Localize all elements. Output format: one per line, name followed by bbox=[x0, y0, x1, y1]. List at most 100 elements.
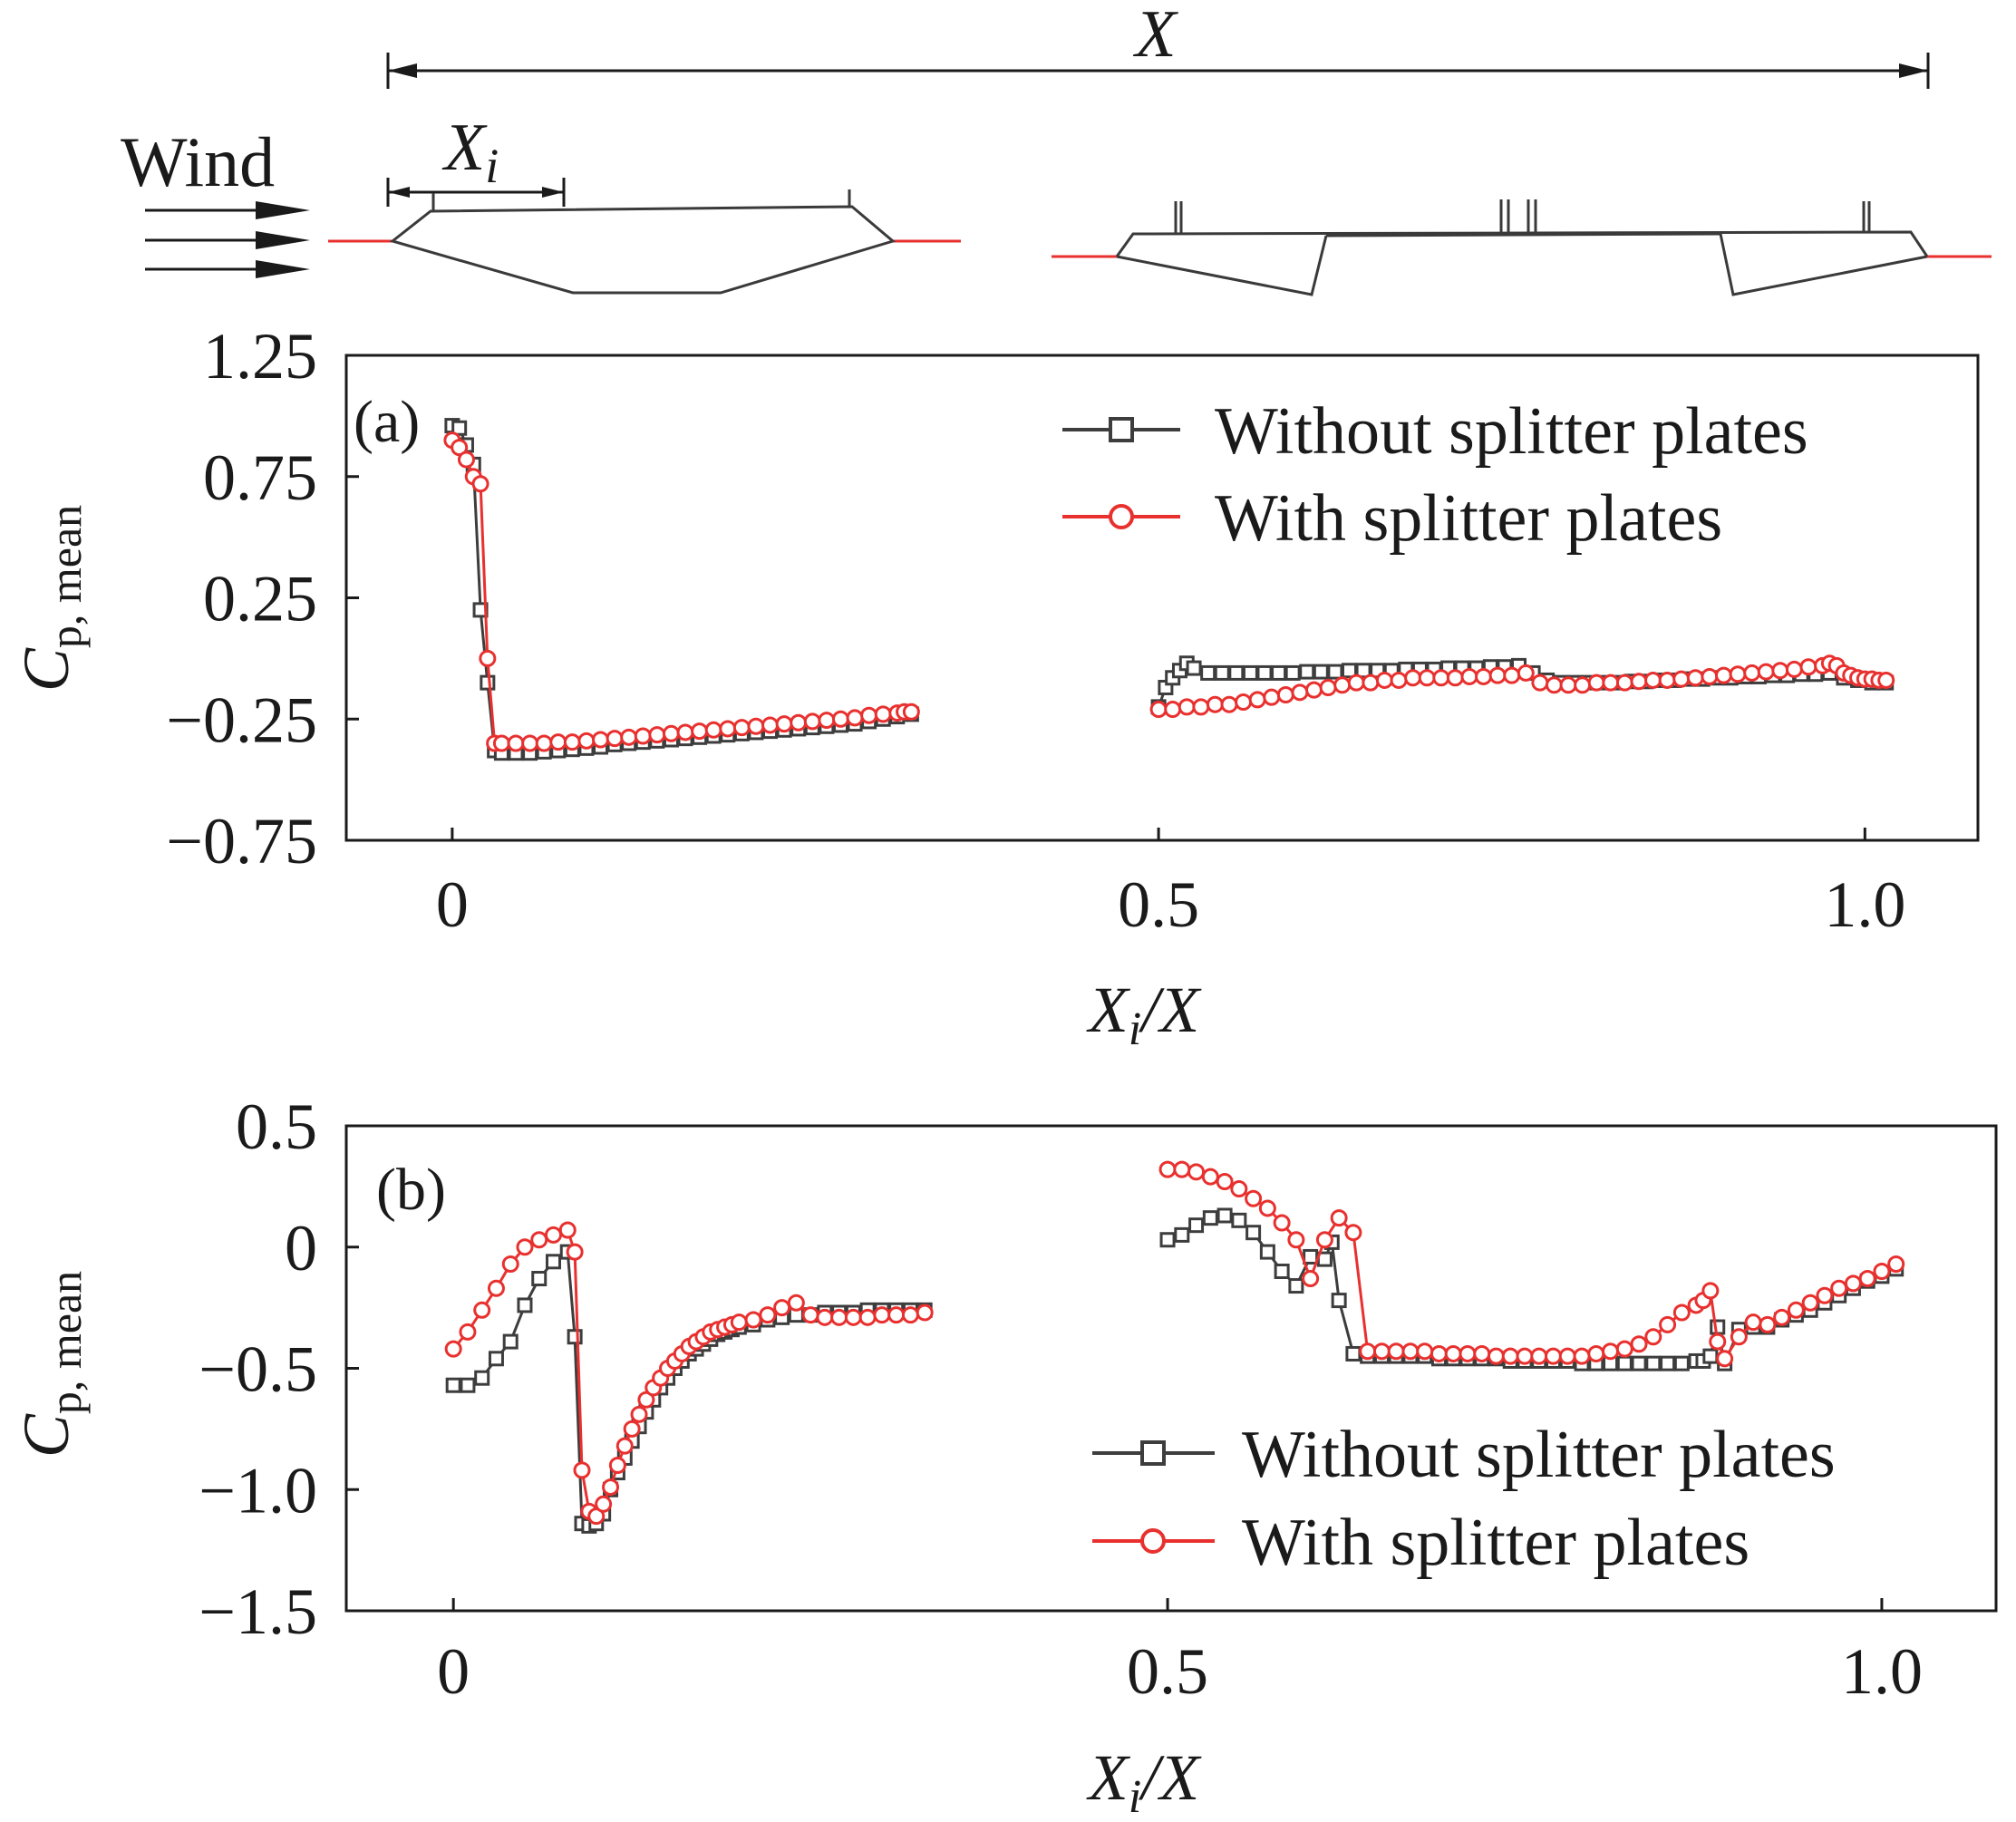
data-point-with bbox=[1574, 676, 1592, 694]
y-tick-label: −0.25 bbox=[166, 683, 317, 756]
legend-backdrop-b bbox=[1079, 1410, 1990, 1586]
chart-panel-b: (b) 0.5 0 −0.5 −1.0 −1.5 0 0.5 1.0 Cp, mean Xi… bbox=[10, 1090, 1998, 1822]
data-point-without bbox=[1710, 1319, 1726, 1335]
data-point-with bbox=[773, 1299, 791, 1317]
data-point-with bbox=[1531, 674, 1549, 692]
data-point-with bbox=[1488, 666, 1507, 684]
data-point-with bbox=[623, 1420, 641, 1438]
data-point-without bbox=[1341, 663, 1357, 679]
data-point-with bbox=[1545, 676, 1563, 694]
data-point-with bbox=[1432, 669, 1450, 687]
data-point-with bbox=[592, 731, 610, 749]
data-point-with bbox=[1416, 1342, 1434, 1361]
x-axis-label-a: Xi/X bbox=[1086, 974, 1202, 1055]
data-point-with bbox=[1644, 671, 1662, 689]
y-label-main-a: C bbox=[10, 647, 82, 692]
y-tick-label: 0.5 bbox=[236, 1090, 317, 1163]
data-point-with bbox=[595, 1495, 613, 1513]
data-point-without bbox=[1228, 664, 1245, 681]
x-label-main-b: X bbox=[1086, 1741, 1131, 1814]
data-point-with bbox=[1658, 671, 1676, 689]
data-point-without bbox=[517, 1297, 533, 1313]
data-point-with bbox=[1602, 674, 1620, 692]
data-point-without bbox=[1284, 664, 1301, 681]
right-deck-box-right bbox=[1719, 233, 1928, 296]
data-point-with bbox=[1816, 1286, 1834, 1304]
data-point-with bbox=[1773, 1308, 1791, 1326]
data-point-with bbox=[630, 1405, 648, 1423]
data-point-with bbox=[457, 451, 475, 469]
y-tick-label: 0.75 bbox=[203, 441, 317, 514]
data-point-without bbox=[1355, 663, 1371, 679]
y-axis-label-a: Cp, mean bbox=[10, 505, 91, 692]
legend-without-b: Without splitter plates bbox=[1092, 1418, 1836, 1492]
data-point-with bbox=[1347, 674, 1365, 692]
data-point-with bbox=[444, 1340, 462, 1358]
data-point-without bbox=[1673, 1355, 1690, 1371]
data-point-without bbox=[567, 1329, 583, 1345]
data-point-with bbox=[1573, 1347, 1591, 1365]
data-point-with bbox=[558, 1221, 577, 1239]
data-point-with bbox=[1230, 1180, 1248, 1198]
wind-arrowhead-3 bbox=[256, 260, 310, 278]
data-point-with bbox=[1644, 1328, 1662, 1346]
data-point-with bbox=[1192, 698, 1210, 716]
data-point-without bbox=[1660, 1355, 1676, 1371]
data-point-with bbox=[1672, 1304, 1691, 1322]
data-point-without bbox=[1616, 1355, 1633, 1371]
data-point-without bbox=[531, 1271, 548, 1287]
data-point-with bbox=[1730, 1328, 1748, 1346]
series-line-without bbox=[451, 424, 912, 755]
data-point-with bbox=[492, 734, 510, 752]
xi-label-sub: i bbox=[485, 139, 499, 193]
data-point-without bbox=[1188, 1217, 1205, 1234]
data-point-with bbox=[1587, 674, 1605, 692]
data-point-with bbox=[1287, 1231, 1305, 1249]
data-point-with bbox=[549, 733, 567, 751]
data-point-without bbox=[451, 420, 468, 436]
data-point-without bbox=[474, 1370, 490, 1386]
data-point-with bbox=[634, 727, 652, 745]
panel-a-tag: (a) bbox=[354, 389, 420, 455]
data-point-with bbox=[1887, 1255, 1905, 1273]
data-point-with bbox=[1630, 673, 1648, 691]
data-point-without bbox=[1200, 664, 1216, 681]
x-label-sub-b: i bbox=[1129, 1771, 1141, 1822]
data-point-without bbox=[1256, 664, 1273, 681]
data-point-with bbox=[846, 709, 864, 727]
data-point-with bbox=[602, 1478, 620, 1497]
data-point-with bbox=[1757, 663, 1775, 681]
data-point-without bbox=[1202, 1210, 1218, 1226]
xi-label: Xi bbox=[441, 111, 499, 193]
legend-marker-with-b bbox=[1140, 1528, 1166, 1554]
data-point-with bbox=[1785, 660, 1803, 678]
series-line-without bbox=[453, 1249, 926, 1527]
y-label-main-b: C bbox=[10, 1413, 82, 1458]
data-point-with bbox=[1201, 1168, 1219, 1186]
legend-b: Without splitter plates With splitter pl… bbox=[1079, 1410, 1990, 1586]
data-point-with bbox=[803, 712, 821, 731]
data-point-with bbox=[1235, 693, 1253, 712]
data-point-with bbox=[1305, 681, 1323, 699]
data-point-without bbox=[1186, 660, 1202, 676]
data-point-with bbox=[1258, 1199, 1276, 1217]
data-point-with bbox=[775, 715, 793, 733]
data-point-with bbox=[1545, 1347, 1563, 1365]
data-point-with bbox=[1216, 1173, 1234, 1191]
legend-label-with-b: With splitter plates bbox=[1242, 1506, 1749, 1580]
data-point-without bbox=[1216, 1207, 1233, 1224]
data-point-with bbox=[1630, 1335, 1648, 1353]
x-label-tail-b: /X bbox=[1138, 1741, 1202, 1814]
right-deck-top-flange bbox=[1115, 230, 1929, 257]
data-point-with bbox=[1178, 698, 1196, 716]
data-point-with bbox=[1446, 669, 1464, 687]
wind-label: Wind bbox=[121, 122, 275, 201]
data-point-with bbox=[1744, 1313, 1762, 1332]
wind-arrows bbox=[145, 208, 272, 271]
data-point-with bbox=[1158, 1160, 1177, 1178]
x-axis-ticks-b: 0 0.5 1.0 bbox=[437, 1598, 1923, 1708]
xi-arrowhead-right bbox=[542, 187, 564, 198]
data-point-without bbox=[1645, 1355, 1662, 1371]
data-point-without bbox=[1702, 1348, 1719, 1364]
